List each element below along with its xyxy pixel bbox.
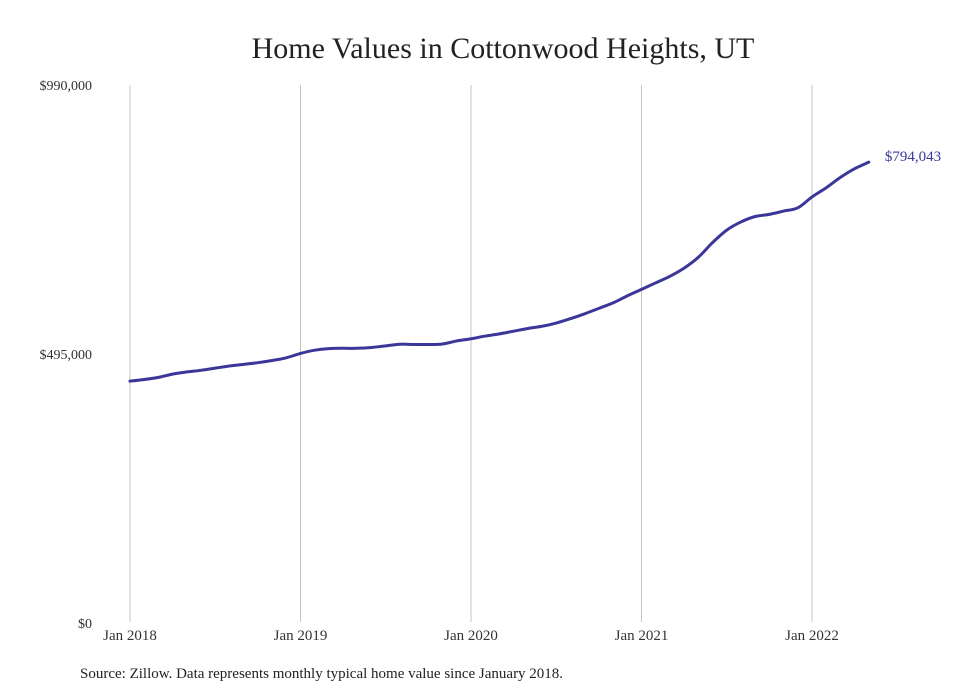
x-tick-label: Jan 2019 [274, 628, 328, 644]
source-note: Source: Zillow. Data represents monthly … [80, 666, 564, 682]
series-layer: $794,043 [128, 149, 941, 383]
line-chart: Home Values in Cottonwood Heights, UT $0… [40, 32, 942, 644]
y-tick-label: $990,000 [40, 79, 93, 94]
series-line [128, 160, 871, 383]
chart-title: Home Values in Cottonwood Heights, UT [252, 32, 755, 65]
x-tick-label: Jan 2021 [615, 628, 669, 644]
y-tick-label: $0 [78, 617, 92, 632]
x-tick-label: Jan 2020 [444, 628, 498, 644]
y-tick-label: $495,000 [40, 348, 93, 363]
grid-lines [129, 85, 813, 622]
y-axis-ticks: $0 $495,000 $990,000 [40, 79, 93, 632]
x-tick-label: Jan 2022 [785, 628, 839, 644]
x-tick-label: Jan 2018 [103, 628, 157, 644]
series-end-label: $794,043 [885, 149, 941, 165]
x-axis-ticks: Jan 2018 Jan 2019 Jan 2020 Jan 2021 Jan 2022 [103, 628, 839, 644]
